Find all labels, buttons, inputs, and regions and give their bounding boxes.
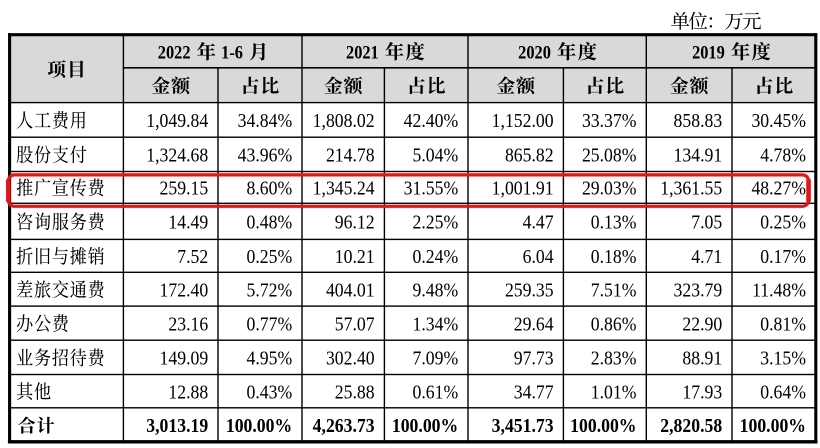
svg-text:0.86%: 0.86% [591,313,637,335]
svg-text:5.04%: 5.04% [412,145,458,167]
svg-text:3,451.73: 3,451.73 [492,415,554,437]
svg-text:10.21: 10.21 [335,246,375,268]
svg-text:0.18%: 0.18% [591,246,637,268]
svg-text:0.48%: 0.48% [246,212,292,234]
svg-text:2020: 2020 [518,42,551,63]
svg-text:404.01: 404.01 [326,280,375,302]
svg-text:1.01%: 1.01% [591,381,637,403]
svg-text:5.72%: 5.72% [246,280,292,302]
svg-text:134.91: 134.91 [674,145,723,167]
svg-text:3,013.19: 3,013.19 [146,415,208,437]
svg-text:4.78%: 4.78% [760,145,806,167]
svg-text:0.25%: 0.25% [246,246,292,268]
svg-text:259.35: 259.35 [505,280,554,302]
svg-text:865.82: 865.82 [505,145,554,167]
svg-text:302.40: 302.40 [326,348,375,370]
svg-text:4.71: 4.71 [691,246,722,268]
svg-text:9.48%: 9.48% [412,280,458,302]
svg-text:33.37%: 33.37% [582,110,637,132]
svg-text:14.49: 14.49 [168,212,208,234]
svg-text:42.40%: 42.40% [404,110,459,132]
svg-text:7.09%: 7.09% [412,348,458,370]
svg-text:25.08%: 25.08% [582,145,637,167]
svg-text:8.60%: 8.60% [246,178,292,200]
svg-text:43.96%: 43.96% [238,145,293,167]
svg-text:100.00%: 100.00% [392,415,458,437]
svg-text:4.95%: 4.95% [246,348,292,370]
svg-text:858.83: 858.83 [674,110,723,132]
svg-text:17.93: 17.93 [682,381,722,403]
svg-text:31.55%: 31.55% [404,178,459,200]
svg-text:0.25%: 0.25% [760,212,806,234]
svg-text:0.81%: 0.81% [760,313,806,335]
svg-text:2.83%: 2.83% [591,348,637,370]
svg-text:259.15: 259.15 [160,178,209,200]
svg-text:29.03%: 29.03% [582,178,637,200]
svg-text:323.79: 323.79 [674,280,723,302]
svg-text:12.88: 12.88 [168,381,208,403]
svg-text:2022: 2022 [158,42,191,63]
svg-text:0.24%: 0.24% [412,246,458,268]
svg-text:0.17%: 0.17% [760,246,806,268]
svg-text:25.88: 25.88 [335,381,375,403]
svg-text:2019: 2019 [692,42,725,63]
svg-text:11.48%: 11.48% [752,280,806,302]
svg-text:1.34%: 1.34% [412,313,458,335]
svg-text:0.61%: 0.61% [412,381,458,403]
svg-text:6.04: 6.04 [523,246,554,268]
svg-text:1-6: 1-6 [221,42,243,63]
svg-text:1,808.02: 1,808.02 [313,110,375,132]
svg-text:34.84%: 34.84% [238,110,293,132]
svg-text:1,001.91: 1,001.91 [492,178,554,200]
svg-text:0.13%: 0.13% [591,212,637,234]
svg-text:88.91: 88.91 [682,348,722,370]
svg-text:0.77%: 0.77% [246,313,292,335]
svg-text:100.00%: 100.00% [570,415,636,437]
svg-text:100.00%: 100.00% [226,415,292,437]
svg-text:2021: 2021 [346,42,379,63]
svg-text:2,820.58: 2,820.58 [660,415,722,437]
svg-text:7.52: 7.52 [177,246,208,268]
svg-text:97.73: 97.73 [514,348,554,370]
svg-text:100.00%: 100.00% [740,415,806,437]
svg-text:23.16: 23.16 [168,313,208,335]
svg-text:149.09: 149.09 [160,348,209,370]
svg-text:214.78: 214.78 [326,145,375,167]
svg-text:1,152.00: 1,152.00 [492,110,554,132]
svg-text:3.15%: 3.15% [760,348,806,370]
svg-text:1,324.68: 1,324.68 [146,145,208,167]
svg-text:7.51%: 7.51% [591,280,637,302]
svg-text:34.77: 34.77 [514,381,554,403]
svg-text:0.43%: 0.43% [246,381,292,403]
svg-text:7.05: 7.05 [691,212,722,234]
svg-text:22.90: 22.90 [682,313,722,335]
svg-text:29.64: 29.64 [514,313,554,335]
svg-text:1,345.24: 1,345.24 [313,178,375,200]
svg-text:4,263.73: 4,263.73 [313,415,375,437]
svg-text:48.27%: 48.27% [751,178,806,200]
svg-text:172.40: 172.40 [160,280,209,302]
svg-text:2.25%: 2.25% [412,212,458,234]
svg-text:4.47: 4.47 [523,212,554,234]
svg-text:57.07: 57.07 [335,313,375,335]
svg-text:96.12: 96.12 [335,212,375,234]
svg-text:1,361.55: 1,361.55 [660,178,722,200]
svg-text:1,049.84: 1,049.84 [146,110,208,132]
svg-text:0.64%: 0.64% [760,381,806,403]
svg-text:30.45%: 30.45% [751,110,806,132]
